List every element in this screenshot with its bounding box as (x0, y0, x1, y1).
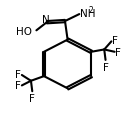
Text: F: F (115, 47, 121, 57)
Text: F: F (112, 36, 118, 46)
Text: NH: NH (80, 9, 95, 19)
Text: HO: HO (16, 27, 32, 37)
Text: F: F (29, 93, 35, 103)
Text: 2: 2 (88, 6, 93, 15)
Text: F: F (15, 69, 21, 79)
Text: F: F (15, 81, 21, 91)
Text: F: F (103, 62, 108, 72)
Text: N: N (42, 15, 50, 25)
